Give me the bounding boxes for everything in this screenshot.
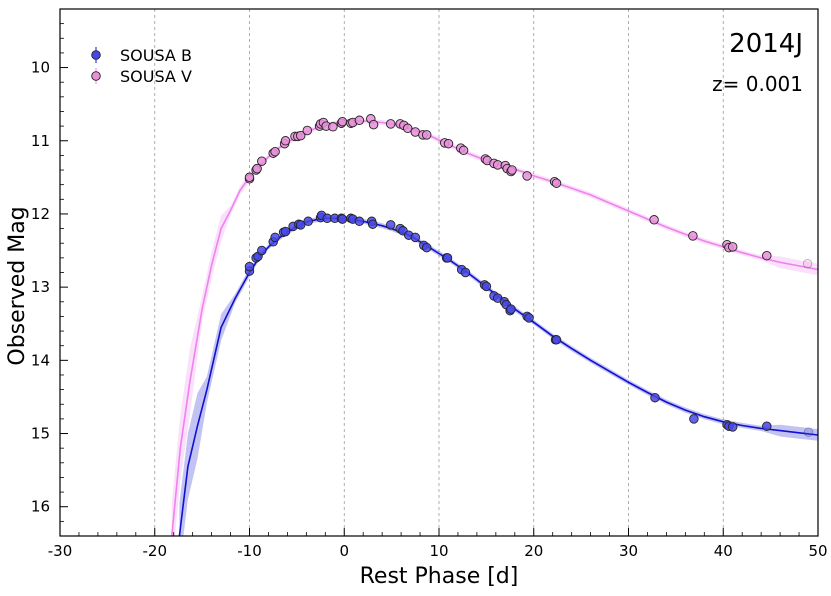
data-point-b	[762, 421, 772, 431]
data-point-v	[688, 231, 698, 241]
data-point-b	[481, 281, 492, 292]
model-band-v	[171, 118, 818, 536]
y-tick-label: 12	[31, 205, 50, 223]
data-point-v	[368, 119, 379, 130]
redshift-label: z= 0.001	[712, 72, 803, 96]
data-point-b	[410, 232, 421, 243]
data-point-b	[257, 245, 267, 256]
legend-item-sousa-v: SOUSA V	[91, 67, 192, 86]
data-point-v	[727, 242, 738, 252]
model-line-b	[178, 217, 818, 536]
data-point-b	[280, 226, 291, 237]
model-line-v	[171, 120, 818, 536]
data-point-b	[689, 414, 699, 424]
model-band-b	[179, 215, 818, 536]
vertical-gridlines	[154, 9, 724, 536]
data-point-b	[442, 253, 453, 263]
data-point-b	[803, 427, 814, 437]
y-tick-label: 15	[31, 425, 50, 443]
data-point-b	[337, 214, 348, 224]
legend-item-sousa-b: SOUSA B	[91, 46, 192, 65]
data-point-v	[802, 258, 813, 269]
data-point-v	[762, 250, 772, 261]
data-point-v	[354, 115, 365, 126]
legend-label-b: SOUSA B	[120, 46, 192, 65]
x-tick-label: 40	[714, 542, 733, 560]
data-point-v	[337, 116, 348, 127]
data-point-v	[551, 178, 562, 188]
y-tick-label: 16	[31, 498, 50, 516]
data-point-v	[302, 125, 313, 136]
data-point-b	[421, 242, 432, 253]
data-point-b	[303, 216, 313, 227]
supernova-name: 2014J	[729, 29, 803, 59]
y-tick-label: 10	[31, 59, 50, 77]
data-point-v	[421, 130, 432, 140]
data-point-b	[244, 261, 255, 272]
data-point-v	[328, 122, 338, 132]
data-point-b	[367, 219, 378, 229]
x-tick-label: 50	[808, 542, 827, 560]
data-point-v	[270, 146, 280, 157]
legend-marker-b	[91, 50, 101, 60]
plot-area	[171, 114, 818, 536]
data-point-v	[443, 138, 454, 149]
legend-marker-v	[91, 71, 101, 81]
x-tick-label: 30	[619, 542, 638, 560]
data-point-v	[280, 136, 291, 146]
x-tick-label: 10	[429, 542, 448, 560]
x-tick-label: -30	[48, 542, 73, 560]
data-point-b	[551, 335, 562, 345]
legend: SOUSA B SOUSA V	[91, 46, 192, 86]
x-tick-label: -10	[237, 542, 262, 560]
x-axis-label: Rest Phase [d]	[360, 564, 519, 589]
data-point-b	[650, 392, 660, 403]
data-point-b	[727, 422, 738, 432]
x-tick-label: -20	[143, 542, 168, 560]
data-point-v	[295, 130, 306, 141]
x-tick-label: 0	[339, 542, 349, 560]
data-point-b	[270, 232, 280, 243]
data-point-b	[295, 220, 306, 230]
y-axis-label: Observed Mag	[5, 206, 30, 365]
data-point-b	[460, 267, 471, 278]
data-point-b	[524, 313, 534, 323]
legend-label-v: SOUSA V	[120, 67, 192, 86]
y-tick-label: 14	[31, 351, 50, 369]
data-point-v	[458, 145, 469, 156]
data-point-v	[385, 119, 396, 129]
data-point-b	[354, 216, 365, 227]
axis-ticks: -30 -20 -10 0 10 20 30 40 50 10 11 12 13 14 15 16	[31, 23, 828, 560]
data-point-v	[522, 171, 532, 181]
x-tick-label: 20	[524, 542, 543, 560]
data-point-v	[649, 215, 659, 225]
data-point-v	[244, 172, 255, 183]
y-tick-label: 13	[31, 278, 50, 296]
data-point-b	[506, 304, 516, 314]
data-point-v	[252, 163, 262, 174]
data-point-v	[402, 123, 413, 134]
y-tick-label: 11	[31, 132, 50, 150]
data-point-v	[507, 165, 517, 175]
data-point-v	[257, 156, 267, 166]
data-point-b	[385, 220, 396, 230]
